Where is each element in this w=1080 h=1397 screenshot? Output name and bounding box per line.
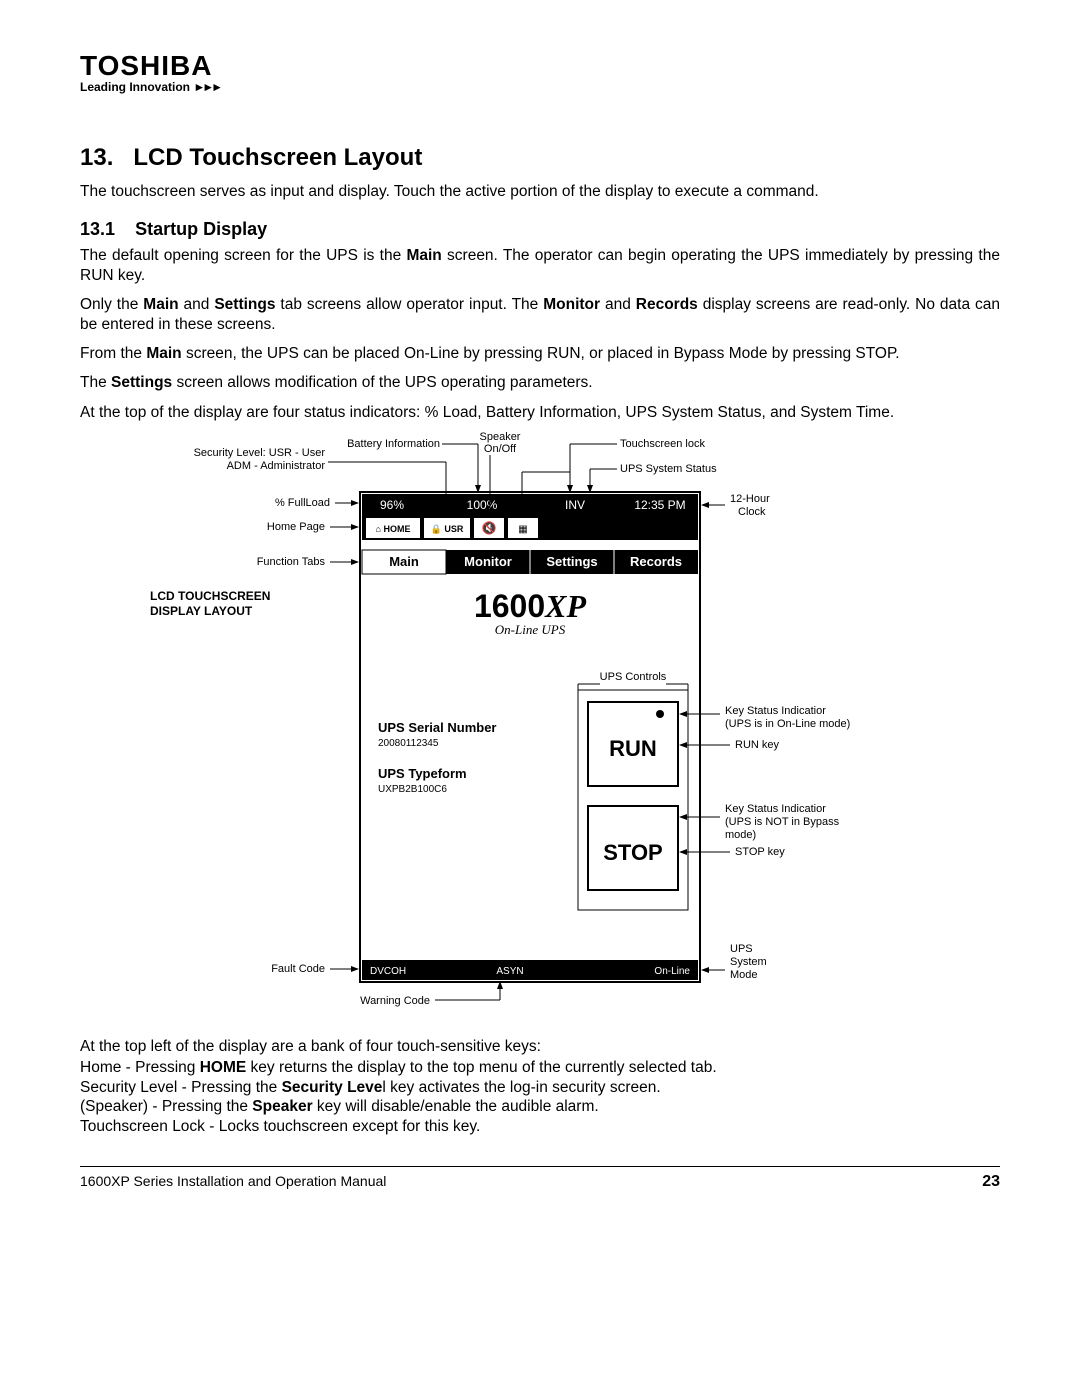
svg-text:🔇: 🔇	[482, 521, 497, 535]
typeform-value: UXPB2B100C6	[378, 784, 447, 795]
tab-settings[interactable]: Settings	[546, 554, 597, 569]
lcd-diagram: 96% 100% INV 12:35 PM ⌂ HOME 🔒 USR 🔇 ▦ M…	[130, 432, 950, 1012]
run-indicator-icon	[656, 710, 664, 718]
svg-text:DISPLAY LAYOUT: DISPLAY LAYOUT	[150, 604, 253, 618]
section-heading: 13. LCD Touchscreen Layout	[80, 144, 1000, 172]
serial-label: UPS Serial Number	[378, 720, 497, 735]
warning-code-value: ASYN	[496, 966, 523, 977]
run-label: RUN	[609, 736, 657, 761]
label-warning-code: Warning Code	[360, 995, 430, 1007]
bottom-line-1: Home - Pressing HOME key returns the dis…	[80, 1058, 1000, 1077]
svg-text:Main: Main	[389, 554, 419, 569]
svg-text:🔒 USR: 🔒 USR	[431, 524, 464, 534]
page-footer: 1600XP Series Installation and Operation…	[80, 1166, 1000, 1191]
serial-value: 20080112345	[378, 738, 439, 749]
svg-text:Clock: Clock	[738, 506, 766, 518]
section-title-text: LCD Touchscreen Layout	[133, 144, 422, 171]
diagram-svg: 96% 100% INV 12:35 PM ⌂ HOME 🔒 USR 🔇 ▦ M…	[130, 432, 950, 1012]
fault-code-value: DVCOH	[370, 966, 406, 977]
label-ups-mode: UPS	[730, 943, 753, 955]
chevron-icon: ►►►	[193, 80, 220, 94]
label-clock: 12-Hour	[730, 493, 770, 505]
brand-block: TOSHIBA Leading Innovation ►►►	[80, 50, 1000, 94]
tab-records[interactable]: Records	[630, 554, 682, 569]
brand-logo: TOSHIBA	[80, 50, 1000, 82]
label-speaker: Speaker	[480, 432, 521, 443]
status-percent: 96%	[380, 498, 404, 512]
svg-text:(UPS is in On-Line mode): (UPS is in On-Line mode)	[725, 718, 850, 730]
label-pct-full: % FullLoad	[275, 497, 330, 509]
sub-number: 13.1	[80, 219, 115, 239]
bottom-text-block: At the top left of the display are a ban…	[80, 1037, 1000, 1136]
svg-text:On/Off: On/Off	[484, 443, 517, 455]
model-subtitle: On-Line UPS	[495, 622, 566, 637]
bottom-intro: At the top left of the display are a ban…	[80, 1037, 1000, 1056]
label-run-indicator: Key Status Indicatior	[725, 705, 826, 717]
label-stop-indicator: Key Status Indicatior	[725, 803, 826, 815]
paragraph-3: From the Main screen, the UPS can be pla…	[80, 344, 1000, 363]
label-home-page: Home Page	[267, 521, 325, 533]
status-inv: INV	[565, 498, 585, 512]
brand-tagline: Leading Innovation ►►►	[80, 80, 1000, 94]
subsection-heading: 13.1 Startup Display	[80, 219, 1000, 240]
footer-title: 1600XP Series Installation and Operation…	[80, 1173, 386, 1191]
stop-label: STOP	[603, 840, 663, 865]
typeform-label: UPS Typeform	[378, 766, 467, 781]
svg-text:mode): mode)	[725, 829, 756, 841]
paragraph-5: At the top of the display are four statu…	[80, 403, 1000, 422]
label-security: Security Level: USR - User	[194, 447, 326, 459]
intro-paragraph: The touchscreen serves as input and disp…	[80, 182, 1000, 201]
sub-title-text: Startup Display	[135, 219, 267, 239]
label-touchscreen-lock: Touchscreen lock	[620, 438, 705, 450]
bottom-line-2: Security Level - Pressing the Security L…	[80, 1078, 1000, 1097]
tab-monitor[interactable]: Monitor	[464, 554, 512, 569]
label-battery-info: Battery Information	[347, 438, 440, 450]
label-ups-controls: UPS Controls	[600, 671, 667, 683]
model-number: 1600XP	[474, 588, 587, 624]
svg-text:System: System	[730, 956, 767, 968]
svg-text:Mode: Mode	[730, 969, 758, 981]
svg-text:⌂ HOME: ⌂ HOME	[376, 524, 411, 534]
bottom-line-3: (Speaker) - Pressing the Speaker key wil…	[80, 1097, 1000, 1116]
label-stop-key: STOP key	[735, 846, 785, 858]
label-ups-status: UPS System Status	[620, 463, 717, 475]
label-function-tabs: Function Tabs	[257, 556, 326, 568]
label-fault-code: Fault Code	[271, 963, 325, 975]
label-layout-title: LCD TOUCHSCREEN	[150, 589, 270, 603]
ups-controls-frame	[578, 690, 688, 910]
paragraph-1: The default opening screen for the UPS i…	[80, 246, 1000, 285]
paragraph-4: The Settings screen allows modification …	[80, 373, 1000, 392]
svg-text:▦: ▦	[518, 524, 527, 535]
svg-text:(UPS is NOT in Bypass: (UPS is NOT in Bypass	[725, 816, 840, 828]
status-time: 12:35 PM	[634, 498, 685, 512]
bottom-line-4: Touchscreen Lock - Locks touchscreen exc…	[80, 1117, 1000, 1136]
section-number: 13.	[80, 144, 113, 171]
system-mode-value: On-Line	[654, 966, 690, 977]
page: TOSHIBA Leading Innovation ►►► 13. LCD T…	[0, 0, 1080, 1231]
svg-text:ADM - Administrator: ADM - Administrator	[227, 460, 326, 472]
paragraph-2: Only the Main and Settings tab screens a…	[80, 295, 1000, 334]
footer-page-number: 23	[982, 1173, 1000, 1191]
status-battery: 100%	[467, 498, 498, 512]
label-run-key: RUN key	[735, 739, 780, 751]
tagline-text: Leading Innovation	[80, 80, 190, 94]
